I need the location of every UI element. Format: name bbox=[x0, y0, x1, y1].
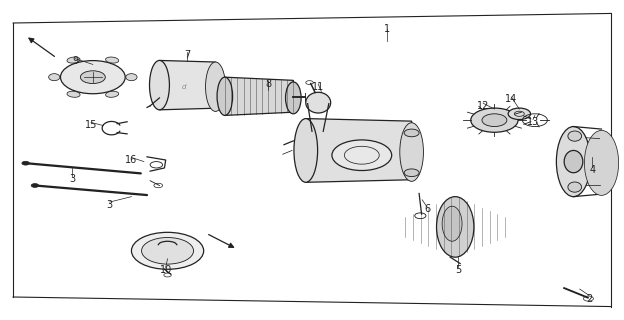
Text: 12: 12 bbox=[477, 101, 489, 111]
Circle shape bbox=[404, 169, 419, 177]
Text: 9: 9 bbox=[72, 56, 79, 66]
Ellipse shape bbox=[49, 74, 60, 81]
Text: 16: 16 bbox=[125, 155, 137, 165]
Circle shape bbox=[142, 237, 193, 264]
Text: 5: 5 bbox=[455, 265, 461, 275]
Circle shape bbox=[31, 184, 39, 188]
Ellipse shape bbox=[442, 206, 462, 241]
Ellipse shape bbox=[564, 150, 583, 173]
Ellipse shape bbox=[286, 82, 301, 114]
Text: 2: 2 bbox=[586, 293, 592, 304]
Text: 10: 10 bbox=[160, 265, 172, 275]
Text: 4: 4 bbox=[589, 164, 595, 174]
Text: 3: 3 bbox=[107, 200, 113, 210]
Text: 1: 1 bbox=[384, 24, 390, 34]
Ellipse shape bbox=[217, 77, 233, 116]
Polygon shape bbox=[225, 77, 293, 116]
Ellipse shape bbox=[294, 119, 318, 182]
Ellipse shape bbox=[437, 197, 474, 257]
Circle shape bbox=[404, 129, 419, 137]
Circle shape bbox=[332, 140, 392, 171]
Text: d: d bbox=[182, 84, 187, 90]
Ellipse shape bbox=[67, 57, 80, 63]
Ellipse shape bbox=[105, 57, 119, 63]
Ellipse shape bbox=[150, 60, 170, 110]
Text: 14: 14 bbox=[505, 94, 517, 104]
Text: 3: 3 bbox=[69, 174, 76, 184]
Ellipse shape bbox=[126, 74, 137, 81]
Circle shape bbox=[61, 60, 125, 94]
Text: 8: 8 bbox=[265, 78, 271, 89]
Circle shape bbox=[80, 71, 105, 84]
Circle shape bbox=[22, 161, 29, 165]
Circle shape bbox=[482, 114, 507, 126]
Ellipse shape bbox=[400, 123, 424, 181]
Text: 7: 7 bbox=[184, 50, 190, 60]
Polygon shape bbox=[306, 119, 412, 182]
Ellipse shape bbox=[568, 131, 582, 141]
Ellipse shape bbox=[557, 126, 591, 197]
Ellipse shape bbox=[67, 91, 80, 97]
Text: 13: 13 bbox=[527, 117, 539, 127]
Circle shape bbox=[470, 108, 518, 132]
Circle shape bbox=[132, 232, 203, 269]
Polygon shape bbox=[160, 60, 215, 110]
Circle shape bbox=[508, 108, 530, 120]
Ellipse shape bbox=[205, 62, 225, 111]
Text: 15: 15 bbox=[85, 120, 97, 130]
Ellipse shape bbox=[568, 182, 582, 192]
Text: 11: 11 bbox=[312, 82, 324, 92]
Text: 6: 6 bbox=[424, 204, 430, 214]
Ellipse shape bbox=[105, 91, 119, 97]
Ellipse shape bbox=[306, 92, 331, 113]
Ellipse shape bbox=[585, 130, 618, 196]
